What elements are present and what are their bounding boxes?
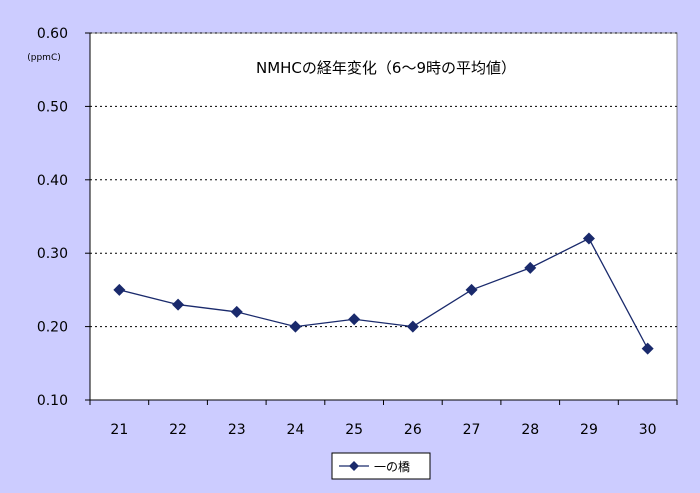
y-tick-labels: 0.10 0.20 0.30 0.40 0.50 0.60 xyxy=(37,26,68,409)
chart-title: NMHCの経年変化（6～9時の平均値） xyxy=(256,59,516,77)
legend: 一の橋 xyxy=(331,452,431,480)
x-tick-labels: 21 22 23 24 25 26 27 28 29 30 xyxy=(110,422,656,438)
x-tick-label: 25 xyxy=(345,422,363,438)
x-tick-label: 23 xyxy=(228,422,246,438)
x-tick-label: 22 xyxy=(169,422,187,438)
x-tick-label: 21 xyxy=(110,422,128,438)
x-tick-label: 26 xyxy=(404,422,422,438)
y-tick-label: 0.20 xyxy=(37,320,68,336)
legend-diamond-marker xyxy=(349,461,359,471)
y-tick-label: 0.30 xyxy=(37,246,68,262)
x-tick-label: 24 xyxy=(287,422,305,438)
series-line xyxy=(113,232,654,355)
data-point-marker xyxy=(230,305,243,318)
x-tick-label: 30 xyxy=(639,422,657,438)
y-tick-label: 0.60 xyxy=(37,26,68,42)
data-point-marker xyxy=(348,313,361,326)
data-point-marker xyxy=(641,342,654,355)
legend-series-name: 一の橋 xyxy=(374,460,410,474)
data-point-marker xyxy=(113,283,126,296)
data-point-marker xyxy=(582,232,595,245)
data-point-marker xyxy=(524,261,537,274)
axes xyxy=(85,32,678,405)
x-tick-label: 27 xyxy=(463,422,481,438)
data-point-marker xyxy=(406,320,419,333)
data-point-marker xyxy=(465,283,478,296)
y-tick-label: 0.40 xyxy=(37,173,68,189)
data-point-marker xyxy=(172,298,185,311)
y-tick-label: 0.50 xyxy=(37,99,68,115)
y-unit-label: (ppmC) xyxy=(27,53,61,63)
series-line-path xyxy=(119,237,649,349)
data-point-marker xyxy=(289,320,302,333)
x-tick-label: 29 xyxy=(580,422,598,438)
x-tick-label: 28 xyxy=(521,422,539,438)
plot-area xyxy=(89,32,678,401)
y-tick-label: 0.10 xyxy=(37,393,68,409)
